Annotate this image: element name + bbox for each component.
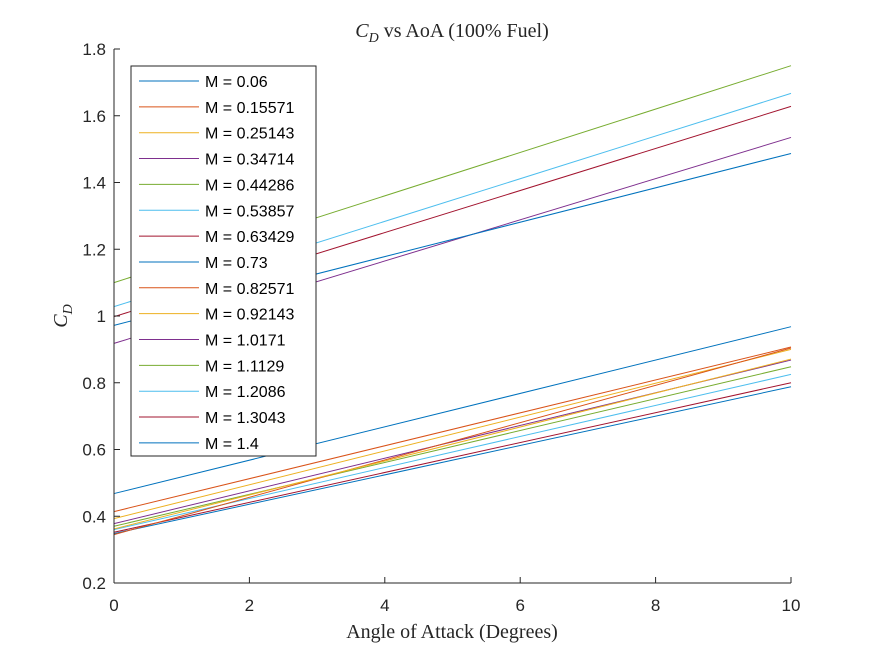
y-axis-ticks: 0.2 0.4 0.6 0.8 1 1.2 1.4 1.6 1.8 (82, 40, 120, 593)
x-axis-label: Angle of Attack (Degrees) (346, 621, 558, 643)
y-tick-label: 1.6 (82, 107, 106, 126)
x-tick-label: 6 (515, 596, 524, 615)
legend-label: M = 1.3043 (205, 410, 286, 427)
y-tick-label: 1.2 (82, 240, 106, 259)
legend-label: M = 1.0171 (205, 333, 286, 350)
legend-label: M = 0.25143 (205, 126, 295, 143)
legend-label: M = 0.34714 (205, 152, 295, 169)
legend-label: M = 0.06 (205, 74, 268, 91)
legend-label: M = 1.4 (205, 436, 259, 453)
legend: M = 0.06 M = 0.15571 M = 0.25143 M = 0.3471… (130, 65, 317, 457)
x-tick-label: 2 (245, 596, 254, 615)
x-tick-label: 4 (380, 596, 389, 615)
legend-label: M = 0.73 (205, 255, 268, 272)
x-tick-label: 0 (109, 596, 118, 615)
legend-label: M = 0.15571 (205, 100, 295, 117)
y-tick-label: 0.6 (82, 441, 106, 460)
chart-title: CD vs AoA (100% Fuel) (355, 20, 548, 46)
legend-label: M = 0.44286 (205, 177, 295, 194)
y-tick-label: 0.4 (82, 507, 106, 526)
series-line (113, 347, 792, 536)
series-line (113, 382, 792, 533)
series-line (113, 348, 792, 520)
legend-label: M = 1.2086 (205, 384, 286, 401)
y-tick-label: 0.2 (82, 574, 106, 593)
legend-label: M = 0.63429 (205, 229, 295, 246)
series-line (113, 366, 792, 527)
y-tick-label: 1.8 (82, 40, 106, 59)
legend-label: M = 0.92143 (205, 307, 295, 324)
legend-label: M = 1.1129 (205, 358, 284, 375)
x-tick-label: 10 (782, 596, 801, 615)
y-tick-label: 1 (97, 307, 106, 326)
x-tick-label: 8 (651, 596, 660, 615)
legend-label: M = 0.82571 (205, 281, 295, 298)
series-line (113, 326, 792, 495)
legend-label: M = 0.53857 (205, 203, 295, 220)
x-axis-ticks: 0 2 4 6 8 10 (109, 577, 800, 615)
y-tick-label: 0.8 (82, 374, 106, 393)
y-tick-label: 1.4 (82, 174, 106, 193)
y-axis-label: CD (50, 304, 76, 327)
series-line (113, 346, 792, 513)
series-line (113, 358, 792, 530)
series-line (113, 386, 792, 535)
